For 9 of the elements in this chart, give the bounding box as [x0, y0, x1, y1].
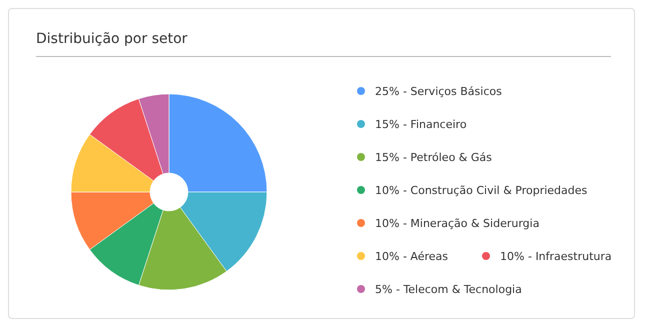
legend-label: 15% - Petróleo & Gás [375, 150, 492, 164]
legend-label: 10% - Aéreas [375, 250, 448, 262]
legend-label: 5% - Telecom & Tecnologia [375, 282, 522, 296]
legend-label: 10% - Infraestrutura [500, 250, 612, 262]
legend-label: 10% - Mineração & Siderurgia [375, 216, 540, 230]
legend-label: 10% - Construção Civil & Propriedades [375, 184, 588, 196]
legend-label: 15% - Financeiro [375, 118, 467, 130]
legend-label: 25% - Serviços Básicos [375, 84, 502, 98]
chart-title: Distribuição por setor [36, 31, 188, 47]
